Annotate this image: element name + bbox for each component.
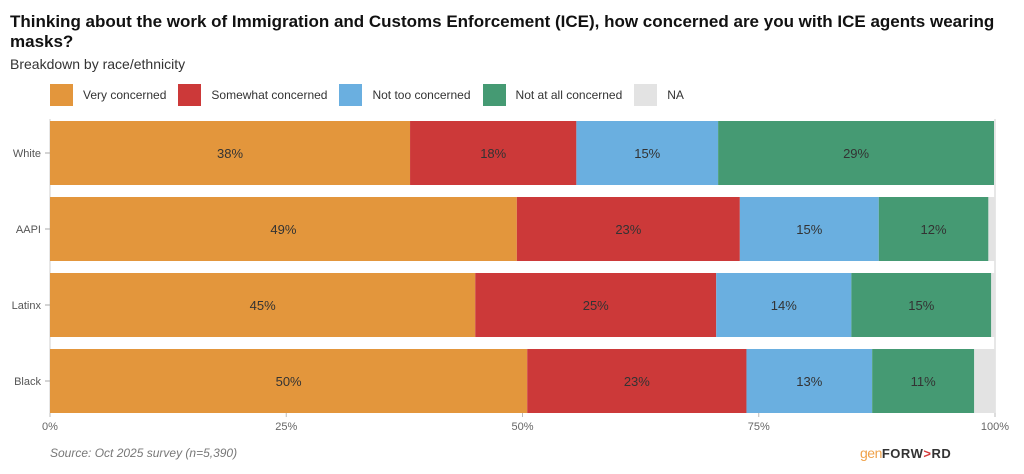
genforward-logo: genFORW>RD xyxy=(860,445,951,461)
data-label: 12% xyxy=(921,222,947,237)
x-tick-label: 50% xyxy=(511,421,533,433)
legend-swatch xyxy=(339,84,363,106)
data-label: 50% xyxy=(276,374,302,389)
source-note: Source: Oct 2025 survey (n=5,390) xyxy=(50,446,238,460)
data-label: 15% xyxy=(796,222,822,237)
bar-white-very-concerned xyxy=(50,121,411,185)
bar-latinx-not-at-all-concerned xyxy=(851,273,992,337)
data-label: 23% xyxy=(624,374,650,389)
bar-black-somewhat-concerned xyxy=(527,349,747,413)
bar-white-not-at-all-concerned xyxy=(718,121,995,185)
bar-aapi-na xyxy=(988,197,995,261)
bar-latinx-very-concerned xyxy=(50,273,476,337)
legend-label: Somewhat concerned xyxy=(211,88,328,102)
legend-swatch xyxy=(178,84,202,106)
x-tick-label: 0% xyxy=(42,421,58,433)
bar-black-not-at-all-concerned xyxy=(872,349,975,413)
bar-aapi-not-at-all-concerned xyxy=(878,197,989,261)
legend-item-somewhat-concerned: Somewhat concerned xyxy=(178,84,327,106)
bar-black-very-concerned xyxy=(50,349,528,413)
category-label: White xyxy=(13,148,41,160)
logo-rd: RD xyxy=(931,446,952,461)
data-label: 29% xyxy=(843,146,869,161)
logo-gen: gen xyxy=(860,445,882,461)
data-label: 23% xyxy=(615,222,641,237)
logo-arrow: > xyxy=(923,446,932,461)
legend-swatch xyxy=(482,84,506,106)
x-tick-label: 25% xyxy=(275,421,297,433)
category-label: AAPI xyxy=(16,224,41,236)
bar-aapi-not-too-concerned xyxy=(739,197,879,261)
bar-white-na xyxy=(994,121,995,185)
data-label: 11% xyxy=(911,374,936,389)
x-tick-label: 100% xyxy=(981,421,1009,433)
data-label: 13% xyxy=(796,374,822,389)
bar-black-na xyxy=(974,349,995,413)
bar-latinx-na xyxy=(991,273,995,337)
data-label: 45% xyxy=(250,298,276,313)
bar-aapi-very-concerned xyxy=(50,197,517,261)
legend: Very concerned Somewhat concerned Not too … xyxy=(50,83,696,107)
legend-item-na: NA xyxy=(634,84,684,106)
legend-item-not-at-all-concerned: Not at all concerned xyxy=(482,84,623,106)
category-label: Black xyxy=(14,376,41,388)
data-label: 18% xyxy=(480,146,506,161)
logo-forw: FORW xyxy=(881,446,924,461)
bar-white-not-too-concerned xyxy=(576,121,719,185)
legend-item-very-concerned: Very concerned xyxy=(50,84,166,106)
legend-label: Not too concerned xyxy=(372,88,471,102)
legend-swatch xyxy=(50,84,73,106)
legend-item-not-too-concerned: Not too concerned xyxy=(339,84,471,106)
bar-aapi-somewhat-concerned xyxy=(516,197,740,261)
data-label: 15% xyxy=(908,298,934,313)
bar-latinx-somewhat-concerned xyxy=(475,273,717,337)
data-label: 15% xyxy=(634,146,660,161)
chart-subtitle: Breakdown by race/ethnicity xyxy=(10,56,186,72)
data-label: 14% xyxy=(771,298,797,313)
category-label: Latinx xyxy=(12,300,42,312)
data-label: 49% xyxy=(270,222,296,237)
bar-white-somewhat-concerned xyxy=(410,121,577,185)
legend-swatch xyxy=(634,84,658,106)
x-tick-label: 75% xyxy=(748,421,770,433)
data-label: 38% xyxy=(217,146,243,161)
bar-black-not-too-concerned xyxy=(746,349,873,413)
chart-title: Thinking about the work of Immigration a… xyxy=(10,12,995,51)
legend-label: NA xyxy=(667,88,684,102)
bar-latinx-not-too-concerned xyxy=(716,273,852,337)
data-label: 25% xyxy=(583,298,609,313)
legend-label: Very concerned xyxy=(83,88,167,102)
legend-label: Not at all concerned xyxy=(515,88,623,102)
